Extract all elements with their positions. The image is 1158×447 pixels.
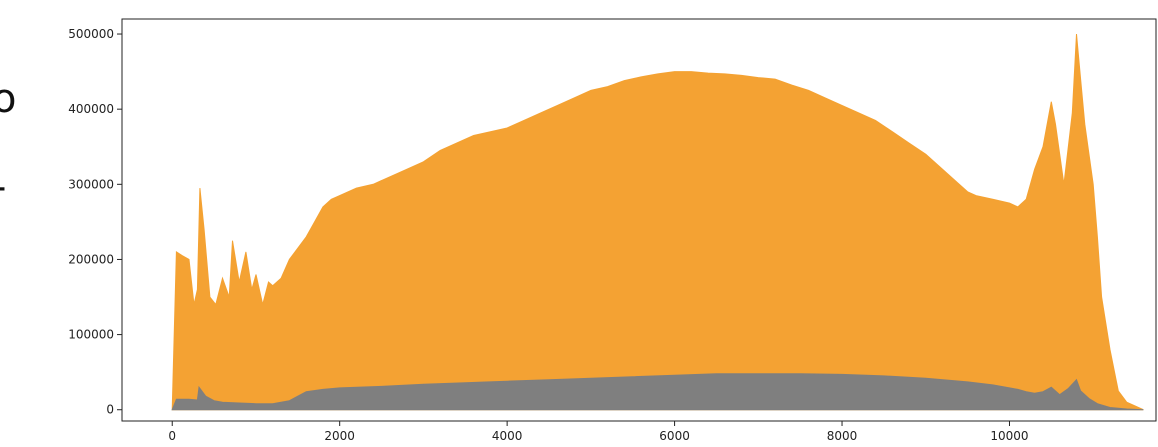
y-axis: 0 100000 200000 300000 400000 500000 bbox=[68, 27, 122, 417]
series-layer bbox=[171, 33, 1144, 411]
x-tick-label: 0 bbox=[168, 429, 176, 443]
cropped-glyph-dash: - bbox=[0, 164, 6, 210]
y-tick-label: 400000 bbox=[68, 102, 114, 116]
cropped-glyph-o: o bbox=[0, 76, 16, 122]
y-tick-label: 100000 bbox=[68, 328, 114, 342]
y-tick-label: 300000 bbox=[68, 177, 114, 191]
x-axis: 0 2000 4000 6000 8000 10000 bbox=[168, 421, 1029, 443]
plot-frame bbox=[121, 18, 1157, 422]
x-tick-label: 2000 bbox=[324, 429, 355, 443]
series-1-area bbox=[171, 373, 1144, 411]
x-tick-label: 6000 bbox=[659, 429, 690, 443]
series-0-area bbox=[171, 33, 1144, 411]
x-tick-label: 10000 bbox=[990, 429, 1028, 443]
y-tick-label: 0 bbox=[106, 403, 114, 417]
x-tick-label: 8000 bbox=[827, 429, 858, 443]
y-tick-label: 500000 bbox=[68, 27, 114, 41]
y-tick-label: 200000 bbox=[68, 252, 114, 266]
x-tick-label: 4000 bbox=[492, 429, 523, 443]
